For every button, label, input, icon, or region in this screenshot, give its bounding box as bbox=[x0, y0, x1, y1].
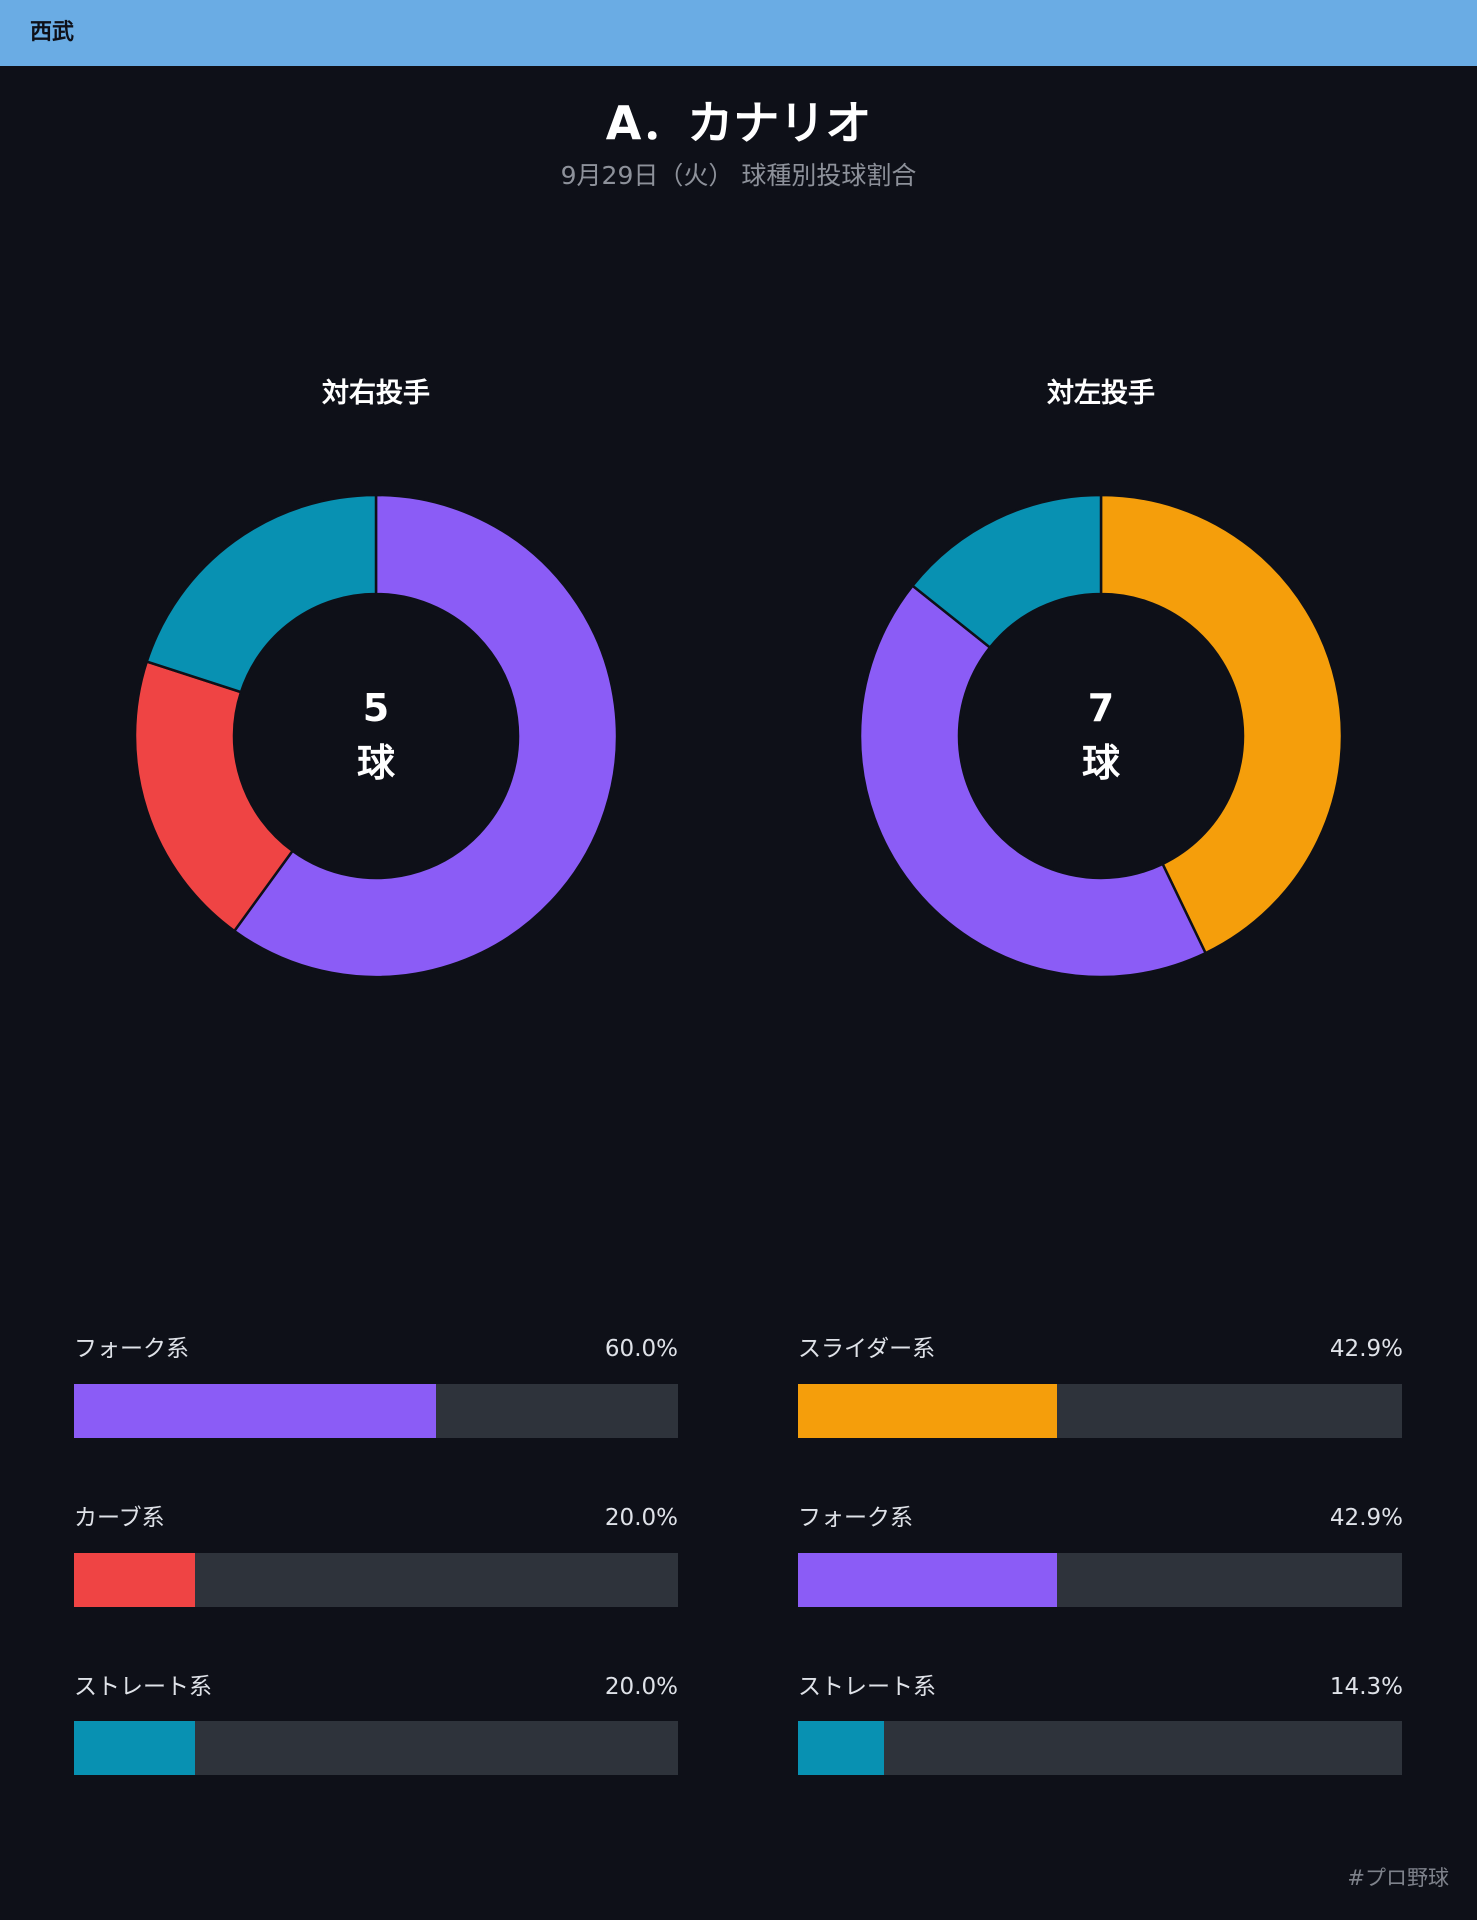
bar-label: カーブ系 bbox=[74, 1505, 165, 1531]
bar-fill bbox=[74, 1384, 437, 1438]
bar-value: 60.0% bbox=[604, 1336, 678, 1362]
bar-track bbox=[798, 1721, 1402, 1775]
donut-slice-2 bbox=[145, 493, 378, 694]
bar-fill bbox=[798, 1384, 1058, 1438]
pitch-count-vs-right: 5 bbox=[362, 686, 390, 730]
donut-slice-2 bbox=[910, 493, 1103, 650]
bar-value: 42.9% bbox=[1329, 1505, 1403, 1531]
bar-label: フォーク系 bbox=[798, 1505, 913, 1531]
bar-fill bbox=[798, 1553, 1058, 1607]
donut-slice-1 bbox=[133, 659, 295, 933]
bar-value: 20.0% bbox=[604, 1505, 678, 1531]
pitch-count-vs-left: 7 bbox=[1087, 686, 1115, 730]
donut-chart-vs-right bbox=[133, 493, 619, 979]
donut-slice-0 bbox=[232, 493, 619, 979]
page-subtitle: 9月29日（火） 球種別投球割合 bbox=[560, 161, 917, 190]
bar-track bbox=[74, 1553, 678, 1607]
bar-label: ストレート系 bbox=[798, 1674, 936, 1700]
chart-title-vs-right: 対右投手 bbox=[322, 378, 430, 409]
donut-slice-0 bbox=[1099, 493, 1344, 955]
bar-value: 14.3% bbox=[1329, 1674, 1403, 1700]
header-bar: 西武 bbox=[0, 0, 1477, 66]
bar-track bbox=[798, 1553, 1402, 1607]
chart-title-vs-left: 対左投手 bbox=[1047, 378, 1155, 409]
hashtag: #プロ野球 bbox=[1347, 1866, 1449, 1890]
bar-track bbox=[74, 1721, 678, 1775]
pitch-unit-vs-left: 球 bbox=[1081, 741, 1120, 785]
page-title: A．カナリオ bbox=[605, 96, 872, 150]
bar-track bbox=[798, 1384, 1402, 1438]
bar-fill bbox=[74, 1721, 195, 1775]
bar-value: 42.9% bbox=[1329, 1336, 1403, 1362]
bar-track bbox=[74, 1384, 678, 1438]
donut-slice-1 bbox=[858, 583, 1208, 979]
bar-label: ストレート系 bbox=[74, 1674, 212, 1700]
bar-fill bbox=[798, 1721, 885, 1775]
bar-label: スライダー系 bbox=[798, 1336, 936, 1362]
bar-fill bbox=[74, 1553, 195, 1607]
pitch-unit-vs-right: 球 bbox=[356, 741, 395, 785]
bar-value: 20.0% bbox=[604, 1674, 678, 1700]
bar-label: フォーク系 bbox=[74, 1336, 189, 1362]
donut-chart-vs-left bbox=[858, 493, 1344, 979]
team-name: 西武 bbox=[30, 20, 75, 45]
